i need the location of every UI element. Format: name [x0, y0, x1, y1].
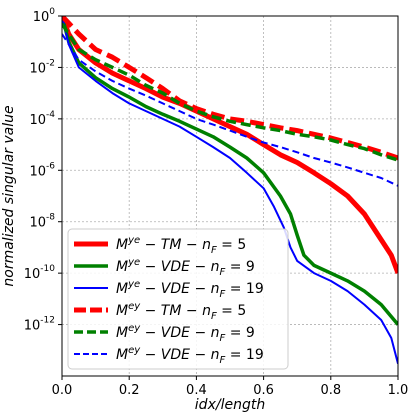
legend-label-4: Mey − TM − nF = 5	[116, 301, 246, 322]
series-line-3	[62, 16, 398, 364]
series-line-2	[62, 16, 398, 326]
y-tick-label: 10-10	[24, 264, 56, 282]
series-line-6	[62, 33, 398, 187]
series-line-5	[62, 22, 398, 162]
grid	[61, 15, 399, 376]
y-tick-label: 10-8	[29, 213, 55, 231]
y-axis: 100 10-2 10-4 10-6 10-8 10-10 10-12	[24, 7, 62, 334]
y-axis-label: normalized singular value	[1, 105, 17, 286]
x-tick-label: 0.2	[119, 383, 140, 398]
x-tick-label: 0.4	[186, 383, 207, 398]
legend-label-6: Mey − VDE − nF = 19	[116, 345, 264, 366]
series-line-4	[62, 16, 398, 161]
y-tick-label: 100	[33, 7, 56, 25]
x-axis: 0.0 0.2 0.4 0.6 0.8 1.0	[52, 376, 409, 398]
x-axis-label: idx/length	[195, 397, 265, 413]
legend-label-5: Mey − VDE − nF = 9	[116, 323, 255, 344]
x-tick-label: 0.0	[52, 383, 73, 398]
series-line-1	[62, 16, 398, 274]
plot-frame	[61, 15, 399, 377]
legend-label-1: Mye − TM − nF = 5	[116, 235, 246, 256]
legend-label-2: Mye − VDE − nF = 9	[116, 257, 255, 278]
legend-box	[67, 228, 289, 370]
y-tick-label: 10-4	[29, 110, 55, 128]
x-tick-label: 1.0	[388, 383, 409, 398]
y-tick-label: 10-2	[29, 58, 55, 76]
legend-label-3: Mye − VDE − nF = 19	[116, 279, 264, 300]
x-tick-label: 0.8	[320, 383, 341, 398]
series-layer	[62, 16, 398, 364]
y-tick-label: 10-12	[24, 316, 55, 334]
y-tick-label: 10-6	[29, 161, 55, 179]
x-tick-label: 0.6	[253, 383, 274, 398]
